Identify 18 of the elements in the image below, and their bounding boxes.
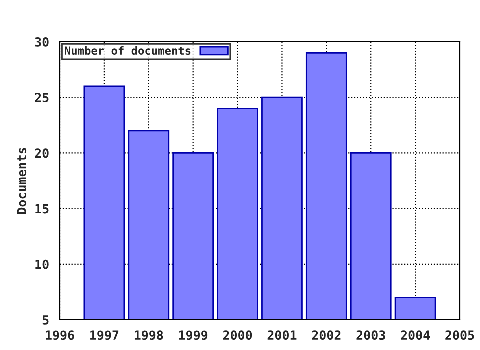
x-tick-label: 2004 (401, 330, 430, 340)
y-tick-label: 20 (35, 148, 49, 158)
x-tick-label: 2001 (268, 330, 297, 340)
x-tick-label: 2005 (446, 330, 474, 340)
x-tick-label: 2002 (312, 330, 341, 340)
y-axis-title: Documents (17, 148, 27, 214)
y-tick-label: 15 (36, 204, 49, 214)
x-tick-label: 1997 (90, 330, 119, 340)
x-tick-label: 1998 (134, 330, 164, 340)
x-tick-label: 1996 (46, 330, 74, 340)
x-tick-label: 2003 (356, 330, 386, 340)
legend-label: Number of documents (65, 46, 191, 56)
y-tick-label: 5 (42, 316, 49, 325)
x-tick-label: 2000 (223, 330, 252, 340)
y-tick-label: 25 (35, 93, 49, 103)
y-tick-label: 30 (35, 37, 49, 47)
x-tick-label: 1999 (179, 330, 208, 340)
y-tick-label: 10 (36, 260, 49, 270)
